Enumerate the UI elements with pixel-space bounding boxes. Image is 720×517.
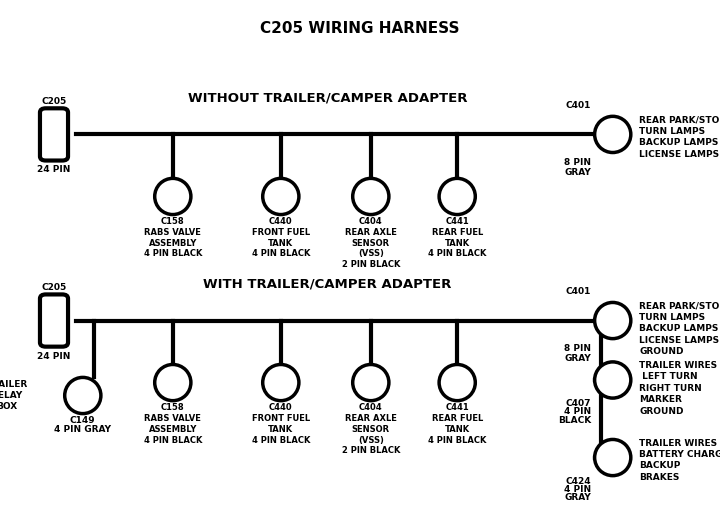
Text: C205 WIRING HARNESS: C205 WIRING HARNESS <box>260 21 460 36</box>
Text: TURN LAMPS: TURN LAMPS <box>639 313 706 322</box>
Text: BRAKES: BRAKES <box>639 473 680 482</box>
Ellipse shape <box>595 116 631 153</box>
Text: GRAY: GRAY <box>564 493 591 502</box>
Text: 8 PIN: 8 PIN <box>564 158 591 166</box>
Ellipse shape <box>353 178 389 215</box>
Text: LEFT TURN: LEFT TURN <box>639 372 698 382</box>
Text: C424: C424 <box>565 477 591 485</box>
Text: 24 PIN: 24 PIN <box>37 165 71 174</box>
Text: BACKUP LAMPS: BACKUP LAMPS <box>639 138 719 147</box>
Text: LICENSE LAMPS: LICENSE LAMPS <box>639 336 719 345</box>
FancyBboxPatch shape <box>40 109 68 160</box>
Text: BACKUP LAMPS: BACKUP LAMPS <box>639 324 719 333</box>
Text: GROUND: GROUND <box>639 406 684 416</box>
Text: 4 PIN: 4 PIN <box>564 407 591 416</box>
Text: C404
REAR AXLE
SENSOR
(VSS)
2 PIN BLACK: C404 REAR AXLE SENSOR (VSS) 2 PIN BLACK <box>341 403 400 455</box>
Text: C158
RABS VALVE
ASSEMBLY
4 PIN BLACK: C158 RABS VALVE ASSEMBLY 4 PIN BLACK <box>143 217 202 258</box>
Text: REAR PARK/STOP: REAR PARK/STOP <box>639 115 720 125</box>
Text: 8 PIN: 8 PIN <box>564 344 591 353</box>
Text: GROUND: GROUND <box>639 347 684 356</box>
Text: TURN LAMPS: TURN LAMPS <box>639 127 706 136</box>
Text: C440
FRONT FUEL
TANK
4 PIN BLACK: C440 FRONT FUEL TANK 4 PIN BLACK <box>251 217 310 258</box>
Text: TRAILER WIRES: TRAILER WIRES <box>639 438 718 448</box>
Ellipse shape <box>353 364 389 401</box>
Text: 24 PIN: 24 PIN <box>37 352 71 360</box>
Text: REAR PARK/STOP: REAR PARK/STOP <box>639 301 720 311</box>
Text: GRAY: GRAY <box>564 354 591 363</box>
Ellipse shape <box>439 178 475 215</box>
Text: GRAY: GRAY <box>564 168 591 177</box>
Text: C205: C205 <box>41 97 67 106</box>
Ellipse shape <box>65 377 101 414</box>
Text: MARKER: MARKER <box>639 395 683 404</box>
Text: C441
REAR FUEL
TANK
4 PIN BLACK: C441 REAR FUEL TANK 4 PIN BLACK <box>428 217 487 258</box>
FancyBboxPatch shape <box>40 295 68 346</box>
Text: C205: C205 <box>41 283 67 292</box>
Text: WITH TRAILER/CAMPER ADAPTER: WITH TRAILER/CAMPER ADAPTER <box>204 278 451 291</box>
Text: C441
REAR FUEL
TANK
4 PIN BLACK: C441 REAR FUEL TANK 4 PIN BLACK <box>428 403 487 445</box>
Ellipse shape <box>155 364 191 401</box>
Text: C158
RABS VALVE
ASSEMBLY
4 PIN BLACK: C158 RABS VALVE ASSEMBLY 4 PIN BLACK <box>143 403 202 445</box>
Text: C401: C401 <box>566 287 591 296</box>
Text: TRAILER WIRES: TRAILER WIRES <box>639 361 718 370</box>
Ellipse shape <box>439 364 475 401</box>
Ellipse shape <box>595 302 631 339</box>
Ellipse shape <box>595 439 631 476</box>
Text: C440
FRONT FUEL
TANK
4 PIN BLACK: C440 FRONT FUEL TANK 4 PIN BLACK <box>251 403 310 445</box>
Text: 4 PIN GRAY: 4 PIN GRAY <box>54 425 112 434</box>
Text: BATTERY CHARGE: BATTERY CHARGE <box>639 450 720 459</box>
Text: C149: C149 <box>70 416 96 425</box>
Text: RIGHT TURN: RIGHT TURN <box>639 384 702 393</box>
Text: C401: C401 <box>566 101 591 110</box>
Text: C404
REAR AXLE
SENSOR
(VSS)
2 PIN BLACK: C404 REAR AXLE SENSOR (VSS) 2 PIN BLACK <box>341 217 400 269</box>
Text: 4 PIN: 4 PIN <box>564 485 591 494</box>
Text: C407: C407 <box>565 399 591 408</box>
Ellipse shape <box>155 178 191 215</box>
Ellipse shape <box>263 178 299 215</box>
Ellipse shape <box>263 364 299 401</box>
Ellipse shape <box>595 362 631 398</box>
Text: BLACK: BLACK <box>558 416 591 424</box>
Text: WITHOUT TRAILER/CAMPER ADAPTER: WITHOUT TRAILER/CAMPER ADAPTER <box>188 92 467 105</box>
Text: LICENSE LAMPS: LICENSE LAMPS <box>639 149 719 159</box>
Text: TRAILER
RELAY
BOX: TRAILER RELAY BOX <box>0 380 28 411</box>
Text: BACKUP: BACKUP <box>639 461 681 470</box>
